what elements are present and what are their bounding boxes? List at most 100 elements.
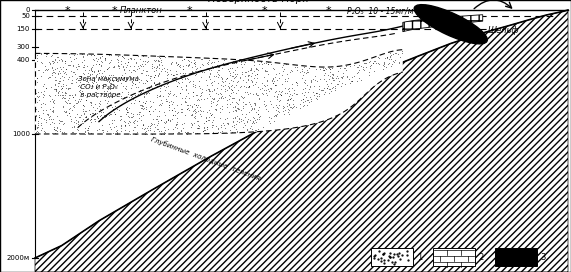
Point — [86, 131, 95, 135]
Point — [75, 74, 85, 78]
Point — [259, 99, 268, 103]
Point — [32, 80, 41, 84]
Point — [71, 92, 80, 96]
Point — [130, 82, 139, 86]
Point — [347, 75, 356, 79]
Point — [232, 129, 242, 133]
Point — [283, 98, 292, 103]
Point — [186, 60, 195, 64]
Point — [352, 64, 361, 69]
Point — [74, 97, 83, 101]
Point — [96, 67, 105, 72]
Point — [86, 118, 95, 122]
Point — [249, 92, 258, 96]
Point — [322, 86, 331, 90]
Point — [300, 85, 309, 90]
Point — [78, 116, 87, 121]
Text: Поверхность моря: Поверхность моря — [208, 0, 309, 4]
Point — [79, 72, 89, 76]
Point — [107, 78, 116, 83]
Point — [123, 104, 132, 109]
Point — [258, 85, 267, 90]
Point — [249, 106, 258, 111]
Point — [33, 68, 42, 73]
Point — [249, 60, 258, 64]
Point — [130, 57, 139, 62]
Point — [302, 103, 311, 107]
Point — [340, 66, 349, 71]
Point — [166, 99, 175, 103]
Point — [204, 86, 214, 91]
Point — [121, 71, 130, 76]
Point — [124, 74, 134, 78]
Point — [98, 115, 107, 119]
Point — [143, 126, 152, 130]
Point — [193, 126, 202, 130]
Point — [260, 83, 269, 87]
Point — [108, 130, 118, 135]
Point — [212, 123, 221, 128]
Point — [111, 124, 120, 128]
Point — [181, 87, 190, 91]
Point — [133, 54, 142, 58]
Point — [188, 121, 197, 126]
Point — [65, 111, 74, 116]
Point — [230, 104, 239, 108]
Point — [182, 73, 191, 77]
Point — [116, 114, 125, 119]
Point — [311, 96, 320, 100]
Point — [64, 52, 73, 57]
Point — [312, 91, 321, 95]
Point — [177, 107, 186, 111]
Point — [54, 91, 63, 95]
Point — [203, 87, 212, 91]
Point — [188, 130, 198, 134]
Point — [73, 66, 82, 71]
Point — [224, 97, 234, 101]
Point — [104, 113, 114, 118]
Point — [232, 114, 242, 118]
Point — [34, 95, 43, 99]
Point — [103, 99, 112, 103]
Point — [138, 107, 147, 111]
Point — [181, 96, 190, 101]
Point — [395, 257, 404, 262]
Point — [168, 108, 177, 113]
Point — [93, 82, 102, 86]
Point — [117, 90, 126, 95]
Point — [66, 106, 75, 110]
Point — [58, 89, 67, 94]
Point — [133, 64, 142, 68]
Point — [395, 251, 404, 255]
Point — [38, 126, 47, 130]
Point — [132, 74, 142, 78]
Point — [370, 253, 379, 257]
Point — [191, 92, 200, 97]
Point — [106, 86, 115, 91]
Point — [96, 73, 106, 78]
Point — [36, 102, 45, 106]
Point — [93, 86, 102, 91]
Point — [276, 90, 286, 94]
Point — [372, 60, 381, 65]
Point — [274, 103, 283, 107]
Point — [182, 88, 191, 92]
Point — [297, 67, 307, 71]
Point — [190, 115, 199, 119]
Point — [191, 60, 200, 64]
Point — [69, 95, 78, 99]
Point — [156, 98, 165, 102]
Point — [285, 97, 294, 101]
Point — [44, 113, 53, 117]
Point — [325, 66, 334, 71]
Point — [389, 262, 399, 266]
Point — [145, 105, 154, 110]
Point — [207, 88, 216, 93]
Point — [250, 106, 259, 110]
Point — [219, 121, 228, 125]
Point — [79, 110, 89, 115]
Point — [380, 61, 389, 66]
Point — [353, 65, 363, 69]
Point — [89, 57, 98, 61]
Point — [180, 100, 189, 104]
